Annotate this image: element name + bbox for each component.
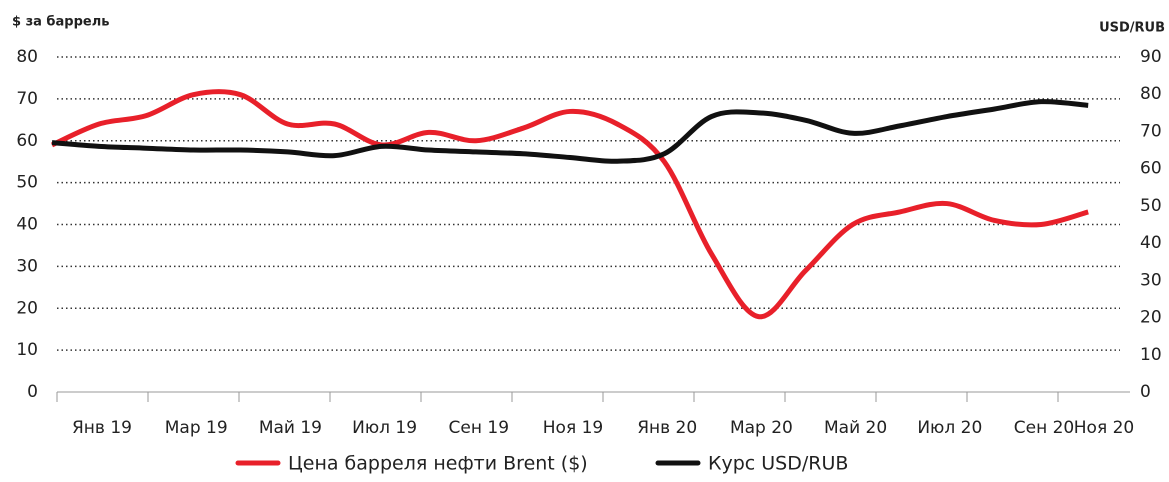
y-tick-label: 30 xyxy=(16,256,38,276)
y-tick-label: 10 xyxy=(16,340,38,360)
y2-axis-label: USD/RUB xyxy=(1099,21,1165,36)
x-tick-label: Июл 19 xyxy=(352,418,417,438)
x-tick-label: Июл 20 xyxy=(917,418,982,438)
y2-tick-label: 20 xyxy=(1140,308,1162,328)
x-tick-label: Ноя 20 xyxy=(1074,418,1134,438)
x-tick-label: Янв 20 xyxy=(637,418,697,438)
y-tick-label: 60 xyxy=(16,131,38,151)
y-tick-label: 70 xyxy=(16,89,38,109)
y2-tick-label: 70 xyxy=(1140,121,1162,141)
y-tick-label: 20 xyxy=(16,298,38,318)
y2-tick-label: 10 xyxy=(1140,345,1162,365)
y2-tick-label: 40 xyxy=(1140,233,1162,253)
x-tick-label: Ноя 19 xyxy=(543,418,603,438)
legend-label: Цена барреля нефти Brent ($) xyxy=(288,453,588,475)
y2-tick-label: 30 xyxy=(1140,270,1162,290)
legend-label: Курс USD/RUB xyxy=(708,453,848,475)
y-tick-label: 0 xyxy=(27,382,38,402)
x-tick-label: Сен 20 xyxy=(1014,418,1074,438)
x-tick-label: Сен 19 xyxy=(449,418,509,438)
y-axis-label: $ за баррель xyxy=(12,15,109,30)
y2-tick-label: 0 xyxy=(1140,382,1151,402)
y-tick-label: 50 xyxy=(16,173,38,193)
series-line xyxy=(50,89,1089,320)
x-tick-label: Мар 20 xyxy=(730,418,793,438)
x-tick-label: Янв 19 xyxy=(72,418,132,438)
y-tick-label: 40 xyxy=(16,215,38,235)
y2-tick-label: 90 xyxy=(1140,47,1162,67)
y2-tick-label: 80 xyxy=(1140,84,1162,104)
y2-tick-label: 60 xyxy=(1140,159,1162,179)
x-tick-label: Мар 19 xyxy=(165,418,228,438)
x-tick-label: Май 19 xyxy=(259,418,322,438)
x-tick-label: Май 20 xyxy=(824,418,887,438)
y2-tick-label: 50 xyxy=(1140,196,1162,216)
y-tick-label: 80 xyxy=(16,47,38,67)
series-line xyxy=(51,99,1089,164)
